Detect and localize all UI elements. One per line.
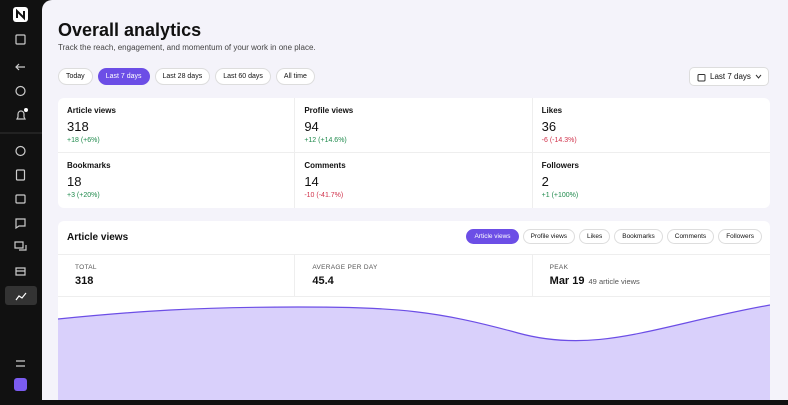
area-chart (58, 304, 770, 400)
stat-change: -10 (-41.7%) (304, 192, 522, 199)
stat-value: 36 (541, 119, 557, 134)
line (58, 304, 770, 342)
sidebar-icons (0, 7, 42, 391)
stat-label: Bookmarks (67, 161, 111, 170)
stat-label: Likes (541, 106, 563, 115)
chevron (755, 74, 762, 79)
stat-label: Comments (304, 161, 346, 170)
calendar-icon (697, 74, 706, 82)
stat: Comments 14 -10 (-41.7%) (295, 153, 533, 208)
summary-label: PEAK (549, 264, 569, 271)
tabs: Article views Profile views Likes Bookmarks… (466, 229, 762, 244)
filter-pill[interactable]: Last 60 days (215, 68, 271, 85)
stat-value: 2 (541, 174, 549, 189)
change: +1 (+100%) (541, 192, 579, 199)
main: Overall analytics Track the reach, engag… (42, 0, 788, 400)
summary-value: 318 (75, 275, 277, 287)
tab[interactable]: Bookmarks (614, 229, 663, 244)
summary-number: 318 (75, 275, 94, 287)
summary-number: 45.4 (312, 275, 334, 287)
stat-change: +12 (+14.6%) (304, 137, 522, 144)
active-nav[interactable] (5, 286, 37, 305)
summary-label: AVERAGE PER DAY (312, 264, 378, 271)
stat-label: Followers (541, 161, 579, 170)
change: +3 (+20%) (67, 192, 100, 199)
chart-panel: Article views Article views Profile views… (58, 221, 770, 400)
page-subtitle: Track the reach, engagement, and momentu… (58, 43, 316, 52)
icon[interactable] (16, 110, 26, 120)
summary-number: Mar 19 (549, 275, 585, 287)
stat-change: +1 (+100%) (542, 192, 761, 199)
stat: Article views 318 +18 (+6%) (58, 98, 296, 153)
stat: Followers 2 +1 (+100%) (533, 153, 770, 208)
tab[interactable]: Likes (579, 229, 611, 244)
stat-change: +3 (+20%) (67, 192, 285, 199)
filter-pill[interactable]: Last 28 days (154, 68, 211, 85)
change: -6 (-14.3%) (541, 137, 577, 144)
stat-label: Article views (67, 106, 116, 115)
change: +18 (+6%) (67, 137, 100, 144)
icon[interactable] (15, 145, 26, 157)
tab[interactable]: Profile views (522, 229, 576, 244)
filter-pill[interactable]: All time (275, 68, 315, 85)
stat-value: 318 (67, 119, 89, 134)
icon[interactable] (15, 85, 26, 97)
stat-label: Profile views (304, 106, 354, 115)
sidebar (0, 0, 42, 400)
summary-item: AVERAGE PER DAY 45.4 (295, 255, 533, 296)
stats-card: Article views 318 +18 (+6%) Profile views 94… (58, 98, 770, 208)
page-title: Overall analytics (58, 20, 202, 40)
area (58, 305, 770, 400)
filter-pill[interactable]: Today (58, 68, 93, 85)
summary-label: TOTAL (75, 264, 97, 271)
summary: TOTAL 318 AVERAGE PER DAY 45.4 PEAK Mar 19 49 … (58, 254, 770, 297)
icon[interactable] (15, 63, 25, 71)
filter-pill[interactable]: Last 7 days (97, 68, 150, 85)
icon[interactable] (15, 169, 26, 181)
summary-value: Mar 19 49 article views (550, 275, 753, 287)
date-picker[interactable]: Last 7 days (689, 67, 769, 86)
summary-note: 49 article views (588, 277, 640, 286)
stat-change: +18 (+6%) (67, 137, 285, 144)
stat-value: 14 (304, 174, 319, 189)
icon[interactable] (15, 218, 26, 230)
icon[interactable] (14, 241, 27, 251)
tab[interactable]: Followers (718, 229, 762, 244)
icon[interactable] (15, 194, 26, 204)
icon[interactable] (16, 360, 25, 367)
change: +12 (+14.6%) (304, 137, 347, 144)
filters: Today Last 7 days Last 28 days Last 60 days… (58, 68, 315, 85)
summary-item: PEAK Mar 19 49 article views (533, 255, 770, 296)
stat: Profile views 94 +12 (+14.6%) (295, 98, 533, 153)
panel-title: Article views (67, 232, 129, 243)
icon[interactable] (15, 34, 26, 45)
icon[interactable] (15, 267, 26, 276)
date-picker-label: Last 7 days (710, 72, 751, 81)
summary-item: TOTAL 318 (58, 255, 296, 296)
summary-value: 45.4 (312, 275, 514, 287)
stat: Likes 36 -6 (-14.3%) (532, 98, 770, 153)
profile[interactable] (14, 378, 27, 391)
stat-value: 94 (304, 119, 319, 134)
stat-change: -6 (-14.3%) (542, 137, 761, 144)
tab[interactable]: Comments (666, 229, 715, 244)
tab[interactable]: Article views (466, 229, 519, 244)
stat-value: 18 (67, 174, 82, 189)
stat: Bookmarks 18 +3 (+20%) (58, 153, 296, 208)
change: -10 (-41.7%) (304, 192, 344, 199)
